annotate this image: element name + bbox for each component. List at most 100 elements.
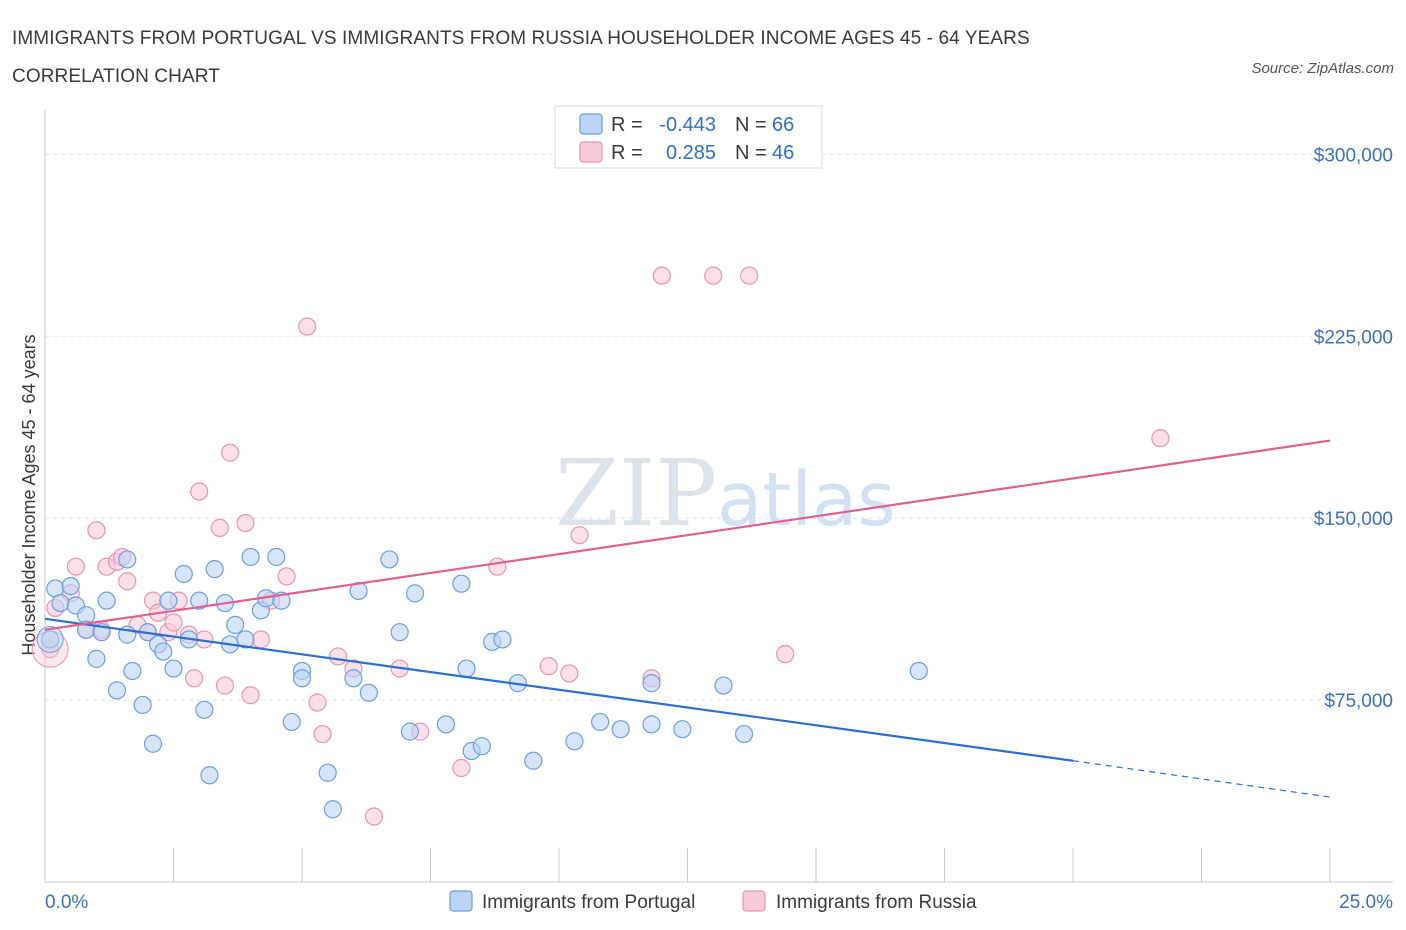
legend-r-value-1: -0.443 [659, 114, 716, 136]
portugal-point [493, 630, 512, 649]
russia-point [241, 686, 260, 705]
portugal-point [349, 581, 368, 601]
portugal-point [405, 584, 425, 603]
russia-point [164, 613, 183, 632]
russia-point [570, 526, 589, 545]
portugal-point [164, 659, 183, 678]
legend-swatch-portugal [579, 113, 603, 135]
russia-point [328, 647, 348, 666]
portugal-point [123, 661, 142, 681]
source-label: Source: ZipAtlas.com [1251, 60, 1394, 77]
portugal-point [174, 564, 193, 584]
russia-point [740, 266, 759, 285]
russia-point [184, 669, 204, 688]
portugal-point [97, 591, 116, 610]
x-axis-ticks [173, 848, 1331, 882]
russia-point [1151, 429, 1170, 448]
portugal-point [642, 715, 661, 734]
russia-point [251, 630, 270, 649]
portugal-point [51, 593, 70, 613]
legend-n-label-1: N = [735, 114, 767, 136]
russia-point [364, 807, 384, 826]
y-axis-title: Householder Income Ages 45 - 64 years [19, 334, 39, 655]
portugal-point [200, 766, 219, 785]
portugal-point [318, 763, 337, 782]
russia-point [236, 513, 255, 533]
portugal-point [159, 591, 178, 610]
portugal-trend-line [44, 617, 1074, 762]
series-legend: Immigrants from Portugal Immigrants from… [449, 890, 977, 913]
russia-point [277, 567, 296, 586]
russia-point [210, 518, 229, 537]
portugal-point [472, 737, 491, 756]
portugal-point-cluster [36, 625, 64, 653]
legend-r-value-2: 0.285 [666, 142, 716, 164]
y-tick-label: $75,000 [1324, 691, 1393, 712]
y-tick-label: $225,000 [1314, 327, 1393, 348]
russia-point [452, 758, 471, 778]
russia-point [87, 521, 106, 540]
correlation-legend: R = -0.443 N = 66 R = 0.285 N = 46 [554, 105, 823, 169]
portugal-point [524, 751, 543, 770]
y-axis-tick-labels: $75,000 $150,000 $225,000 $300,000 [1314, 145, 1393, 712]
portugal-point [642, 674, 661, 693]
portugal-point [190, 591, 209, 610]
russia-point [220, 443, 240, 462]
russia-point [539, 657, 558, 676]
bottom-legend-label-portugal: Immigrants from Portugal [482, 892, 695, 913]
russia-point [308, 693, 327, 712]
portugal-point [154, 642, 173, 661]
portugal-point [292, 669, 312, 688]
portugal-point [452, 574, 471, 593]
portugal-point [107, 681, 127, 700]
russia-point [66, 557, 85, 576]
portugal-point [380, 550, 399, 569]
portugal-point [143, 734, 163, 753]
portugal-point [282, 712, 301, 732]
portugal-point [457, 659, 476, 678]
russia-point [776, 644, 795, 664]
portugal-point [390, 623, 409, 642]
x-tick-label-max: 25.0% [1339, 892, 1393, 913]
portugal-point [909, 661, 928, 681]
russia-point [704, 266, 723, 285]
russia-point [313, 724, 332, 744]
bottom-legend-label-russia: Immigrants from Russia [776, 892, 977, 913]
y-tick-label: $150,000 [1314, 509, 1393, 530]
portugal-point [241, 547, 260, 567]
russia-point [652, 266, 671, 285]
legend-swatch-russia [579, 141, 603, 163]
russia-point [190, 482, 209, 501]
portugal-point [359, 683, 378, 702]
portugal-point [236, 630, 255, 649]
russia-point [488, 557, 507, 576]
portugal-trend-extension [1072, 760, 1331, 798]
chart-title: IMMIGRANTS FROM PORTUGAL VS IMMIGRANTS F… [12, 28, 1030, 87]
bottom-legend-swatch-portugal [449, 890, 473, 912]
trend-lines [44, 439, 1331, 798]
watermark-atlas: atlas [717, 457, 896, 543]
portugal-point [611, 720, 630, 739]
portugal-point [133, 695, 152, 715]
portugal-point [323, 800, 342, 819]
portugal-point [61, 577, 80, 596]
portugal-point [714, 676, 733, 695]
russia-point [118, 572, 137, 591]
portugal-point [734, 724, 754, 744]
portugal-point [344, 669, 363, 688]
grid [45, 153, 1393, 701]
portugal-point [87, 649, 106, 668]
portugal-point [267, 547, 286, 567]
portugal-point [565, 732, 584, 751]
y-tick-label: $300,000 [1314, 145, 1393, 166]
legend-r-label-1: R = [611, 114, 643, 136]
legend-n-label-2: N = [735, 142, 767, 164]
portugal-point [400, 722, 420, 741]
portugal-point [436, 715, 456, 734]
russia-point [298, 317, 317, 336]
russia-trend-line [44, 439, 1331, 631]
portugal-point [118, 550, 137, 569]
x-tick-label-min: 0.0% [45, 892, 88, 913]
portugal-point [673, 720, 692, 739]
